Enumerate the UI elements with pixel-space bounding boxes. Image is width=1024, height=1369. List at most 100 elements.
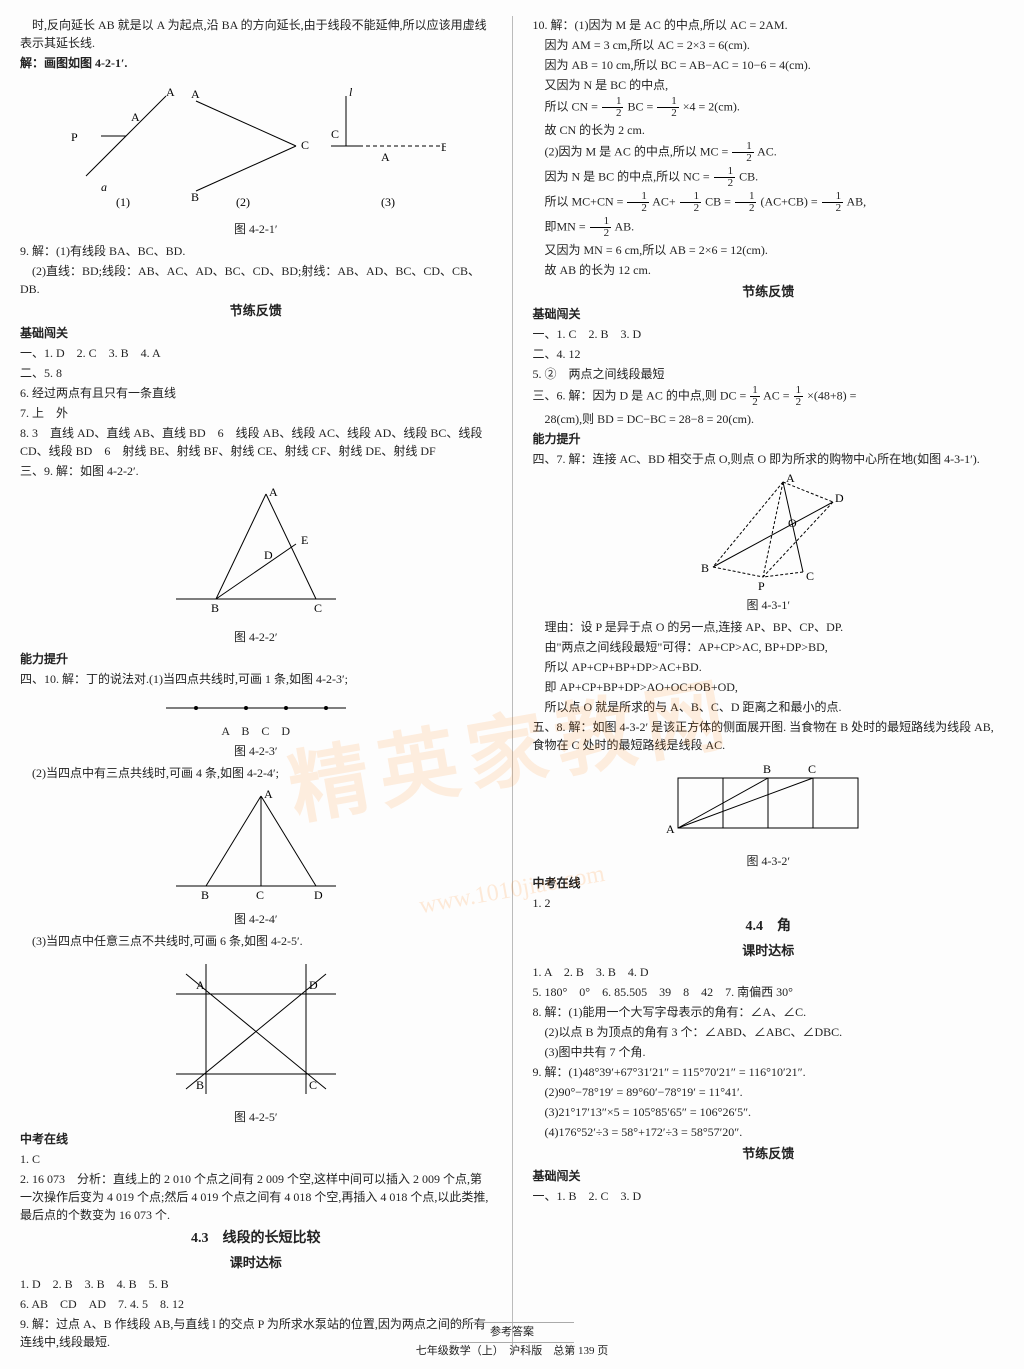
section-title: 4.4 角 <box>533 916 1005 937</box>
fig-caption: 图 4-2-1′ <box>20 220 492 238</box>
text: 5. ② 两点之间线段最短 <box>533 365 1005 383</box>
svg-text:C: C <box>301 138 309 152</box>
text-with-frac: 因为 N 是 BC 的中点,所以 NC = 12 CB. <box>533 166 1005 189</box>
section-title: 4.3 线段的长短比较 <box>20 1228 492 1249</box>
text: (3)当四点中任意三点不共线时,可画 6 条,如图 4-2-5′. <box>20 932 492 950</box>
text: (4)176°52′÷3 = 58°+172′÷3 = 58°57′20″. <box>533 1123 1005 1141</box>
text: 所以点 O 就是所求的与 A、B、C、D 距离之和最小的点. <box>533 698 1005 716</box>
heading: 能力提升 <box>20 650 492 668</box>
svg-text:D: D <box>309 978 318 992</box>
left-column: 时,反向延长 AB 就是以 A 为起点,沿 BA 的方向延长,由于线段不能延伸,… <box>20 16 492 1353</box>
svg-text:A: A <box>666 822 675 836</box>
svg-text:(3): (3) <box>381 195 395 209</box>
figure-4-2-3 <box>156 692 356 718</box>
text: 5. 180° 0° 6. 85.505 39 8 42 7. 南偏西 30° <box>533 983 1005 1001</box>
fig-labels: A B C D <box>20 722 492 740</box>
text: 1. 2 <box>533 894 1005 912</box>
column-divider <box>512 16 513 1353</box>
text: 一、1. C 2. B 3. D <box>533 325 1005 343</box>
svg-text:A: A <box>264 787 273 801</box>
fig-caption: 图 4-3-1′ <box>533 596 1005 614</box>
svg-text:a: a <box>101 180 107 194</box>
text: 二、5. 8 <box>20 364 492 382</box>
heading: 基础闯关 <box>20 324 492 342</box>
text: 28(cm),则 BD = DC−BC = 28−8 = 20(cm). <box>533 410 1005 428</box>
fig-caption: 图 4-2-3′ <box>20 742 492 760</box>
footer-label: 参考答案 <box>450 1322 574 1343</box>
svg-text:D: D <box>264 548 273 562</box>
text: 8. 解：(1)能用一个大写字母表示的角有：∠A、∠C. <box>533 1003 1005 1021</box>
text: 又因为 N 是 BC 的中点, <box>533 76 1005 94</box>
text: 即 AP+CP+BP+DP>AO+OC+OB+OD, <box>533 678 1005 696</box>
text: 理由：设 P 是异于点 O 的另一点,连接 AP、BP、CP、DP. <box>533 618 1005 636</box>
fig-caption: 图 4-2-4′ <box>20 910 492 928</box>
svg-text:O: O <box>788 516 797 530</box>
svg-text:l: l <box>349 85 353 99</box>
figure-4-3-2: A B C <box>658 758 878 848</box>
text: 一、1. D 2. C 3. B 4. A <box>20 344 492 362</box>
figure-4-2-5: A D B C <box>156 954 356 1104</box>
svg-text:B: B <box>196 1078 204 1092</box>
figure-4-2-4: A B C D <box>166 786 346 906</box>
svg-text:C: C <box>314 601 322 615</box>
text: 所以 AP+CP+BP+DP>AC+BD. <box>533 658 1005 676</box>
text: 五、8. 解：如图 4-3-2′ 是该正方体的侧面展开图. 当食物在 B 处时的… <box>533 718 1005 754</box>
figure-4-2-2: A E D B C <box>166 484 346 624</box>
text: 9. 解：(1)48°39′+67°31′21″ = 115°70′21″ = … <box>533 1063 1005 1081</box>
svg-text:D: D <box>835 491 844 505</box>
subsection-title: 课时达标 <box>533 941 1005 961</box>
text-with-frac: 三、6. 解：因为 D 是 AC 的中点,则 DC = 12 AC = 12 ×… <box>533 385 1005 408</box>
footer-text: 七年级数学（上） 沪科版 总第 139 页 <box>416 1345 609 1357</box>
section-title: 节练反馈 <box>533 1144 1005 1164</box>
text: 因为 AB = 10 cm,所以 BC = AB−AC = 10−6 = 4(c… <box>533 56 1005 74</box>
subsection-title: 课时达标 <box>20 1253 492 1273</box>
text: 1. A 2. B 3. B 4. D <box>533 963 1005 981</box>
svg-text:P: P <box>71 130 78 144</box>
text-with-frac: 所以 MC+CN = 12 AC+ 12 CB = 12 (AC+CB) = 1… <box>533 191 1005 214</box>
svg-text:B: B <box>701 561 709 575</box>
text: 三、9. 解：如图 4-2-2′. <box>20 462 492 480</box>
section-title: 节练反馈 <box>20 301 492 321</box>
page-footer: 参考答案 七年级数学（上） 沪科版 总第 139 页 <box>0 1322 1024 1359</box>
text: 因为 AM = 3 cm,所以 AC = 2×3 = 6(cm). <box>533 36 1005 54</box>
text: (2)90°−78°19′ = 89°60′−78°19′ = 11°41′. <box>533 1083 1005 1101</box>
svg-text:B: B <box>201 888 209 902</box>
text: 6. AB CD AD 7. 4. 5 8. 12 <box>20 1295 492 1313</box>
text: 时,反向延长 AB 就是以 A 为起点,沿 BA 的方向延长,由于线段不能延伸,… <box>20 16 492 52</box>
text: (2)直线：BD;线段：AB、AC、AD、BC、CD、BD;射线：AB、AD、B… <box>20 262 492 298</box>
svg-text:C: C <box>309 1078 317 1092</box>
text: 四、7. 解：连接 AC、BD 相交于点 O,则点 O 即为所求的购物中心所在地… <box>533 450 1005 468</box>
svg-text:A: A <box>269 485 278 499</box>
svg-text:E: E <box>301 533 308 547</box>
heading: 中考在线 <box>533 874 1005 892</box>
svg-text:C: C <box>256 888 264 902</box>
svg-text:P: P <box>758 579 765 592</box>
text: 1. D 2. B 3. B 4. B 5. B <box>20 1275 492 1293</box>
heading: 中考在线 <box>20 1130 492 1148</box>
heading: 能力提升 <box>533 430 1005 448</box>
text: (2)当四点中有三点共线时,可画 4 条,如图 4-2-4′; <box>20 764 492 782</box>
heading: 基础闯关 <box>533 1167 1005 1185</box>
svg-text:A: A <box>131 110 140 124</box>
svg-text:(2): (2) <box>236 195 250 209</box>
fig-caption: 图 4-3-2′ <box>533 852 1005 870</box>
text: (2)以点 B 为顶点的角有 3 个：∠ABD、∠ABC、∠DBC. <box>533 1023 1005 1041</box>
fig-caption: 图 4-2-2′ <box>20 628 492 646</box>
svg-text:C: C <box>806 569 814 583</box>
svg-text:B: B <box>191 190 199 204</box>
figure-4-3-1: A D B C O P <box>683 472 853 592</box>
text: 1. C <box>20 1150 492 1168</box>
text: 8. 3 直线 AD、直线 AB、直线 BD 6 线段 AB、线段 AC、线段 … <box>20 424 492 460</box>
text: 故 AB 的长为 12 cm. <box>533 261 1005 279</box>
svg-text:D: D <box>314 888 323 902</box>
svg-text:B: B <box>441 140 446 154</box>
svg-text:(1): (1) <box>116 195 130 209</box>
figure-4-2-1: P A A a (1) A B C (2) l C A B (3) <box>66 76 446 216</box>
text: (3)21°17′13″×5 = 105°85′65″ = 106°26′5″. <box>533 1103 1005 1121</box>
svg-text:B: B <box>211 601 219 615</box>
right-column: 10. 解：(1)因为 M 是 AC 的中点,所以 AC = 2AM. 因为 A… <box>533 16 1005 1353</box>
text: 9. 解：(1)有线段 BA、BC、BD. <box>20 242 492 260</box>
text-with-frac: 所以 CN = 12 BC = 12 ×4 = 2(cm). <box>533 96 1005 119</box>
fig-caption: 图 4-2-5′ <box>20 1108 492 1126</box>
section-title: 节练反馈 <box>533 282 1005 302</box>
